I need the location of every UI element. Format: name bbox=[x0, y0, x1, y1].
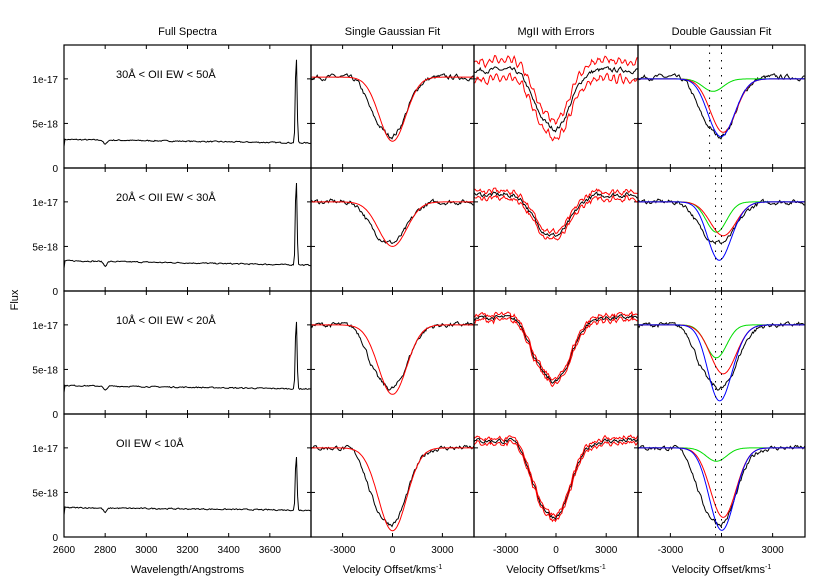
x-tick-label: -3000 bbox=[493, 545, 519, 556]
panel-frame bbox=[310, 413, 475, 538]
total-fit-line bbox=[638, 324, 805, 402]
panel-frame bbox=[473, 290, 639, 415]
panel-frame bbox=[63, 413, 312, 538]
y-tick-label: 0 bbox=[52, 410, 58, 421]
x-tick-label: 3000 bbox=[431, 545, 454, 556]
mgii-data-line bbox=[473, 66, 639, 133]
x-axis-label: Velocity Offset/kms-1 bbox=[672, 564, 772, 576]
x-tick-label: 3000 bbox=[595, 545, 618, 556]
data-spectrum-line bbox=[310, 321, 475, 391]
x-axis-label: Velocity Offset/kms-1 bbox=[343, 564, 443, 576]
x-tick-label: 3600 bbox=[259, 545, 282, 556]
mgii-data-line bbox=[473, 437, 639, 521]
y-tick-label: 5e-18 bbox=[32, 119, 58, 130]
lower-error-line bbox=[473, 316, 639, 388]
mgii-data-line bbox=[473, 191, 639, 238]
row-label: 20Å < OII EW < 30Å bbox=[116, 191, 216, 204]
panel-frame bbox=[63, 290, 312, 415]
y-tick-label: 0 bbox=[52, 164, 58, 175]
y-tick-label: 0 bbox=[52, 533, 58, 544]
panel-frame bbox=[473, 167, 639, 292]
single-gaussian-fit-line bbox=[311, 324, 474, 395]
panel-frame bbox=[637, 413, 806, 538]
data-spectrum-line bbox=[310, 73, 475, 140]
full-spectrum-line bbox=[63, 321, 312, 393]
y-tick-label: 1e-17 bbox=[32, 444, 58, 455]
x-tick-label: 2600 bbox=[53, 545, 76, 556]
column-title: MgII with Errors bbox=[517, 26, 595, 38]
total-fit-line bbox=[638, 447, 805, 531]
panel-frame bbox=[63, 167, 312, 292]
y-tick-label: 5e-18 bbox=[32, 242, 58, 253]
x-tick-label: 3200 bbox=[176, 545, 199, 556]
upper-error-line bbox=[474, 187, 639, 235]
upper-error-line bbox=[473, 310, 639, 381]
x-axis-label: Wavelength/Angstroms bbox=[131, 564, 245, 576]
full-spectrum-line bbox=[63, 456, 312, 515]
x-axis-label: Velocity Offset/kms-1 bbox=[506, 564, 606, 576]
full-spectrum-line bbox=[63, 182, 312, 269]
row-label: OII EW < 10Å bbox=[116, 437, 184, 450]
column-title: Full Spectra bbox=[158, 26, 218, 38]
y-tick-label: 5e-18 bbox=[32, 365, 58, 376]
single-gaussian-fit-line bbox=[311, 76, 474, 142]
y-tick-label: 1e-17 bbox=[32, 321, 58, 332]
row-label: 30Å < OII EW < 50Å bbox=[116, 68, 216, 81]
x-tick-label: 0 bbox=[553, 545, 559, 556]
row-label: 10Å < OII EW < 20Å bbox=[116, 314, 216, 327]
y-tick-label: 5e-18 bbox=[32, 488, 58, 499]
data-spectrum-line bbox=[637, 73, 806, 140]
y-tick-label: 1e-17 bbox=[32, 198, 58, 209]
panel-frame bbox=[310, 44, 475, 169]
total-fit-line bbox=[638, 78, 805, 138]
panel-frame bbox=[310, 290, 475, 415]
x-tick-label: 0 bbox=[390, 545, 396, 556]
panel-frame bbox=[63, 44, 312, 169]
column-title: Single Gaussian Fit bbox=[345, 26, 440, 38]
data-spectrum-line bbox=[310, 198, 475, 245]
x-tick-label: -3000 bbox=[658, 545, 684, 556]
x-tick-label: 3000 bbox=[135, 545, 158, 556]
lower-error-line bbox=[473, 72, 639, 142]
upper-error-line bbox=[473, 54, 638, 125]
x-tick-label: 3000 bbox=[761, 545, 784, 556]
upper-error-line bbox=[473, 434, 639, 519]
single-gaussian-fit-line bbox=[311, 201, 474, 247]
full-spectrum-line bbox=[63, 59, 312, 147]
x-tick-label: 2800 bbox=[94, 545, 117, 556]
y-axis-label: Flux bbox=[9, 289, 21, 310]
lower-error-line bbox=[473, 194, 639, 241]
x-tick-label: 3400 bbox=[218, 545, 241, 556]
data-spectrum-line bbox=[310, 444, 475, 528]
mgii-data-line bbox=[473, 313, 639, 384]
y-tick-label: 1e-17 bbox=[32, 75, 58, 86]
x-tick-label: -3000 bbox=[330, 545, 356, 556]
y-tick-label: 0 bbox=[52, 287, 58, 298]
column-title: Double Gaussian Fit bbox=[672, 26, 772, 38]
data-spectrum-line bbox=[637, 321, 806, 391]
panel-frame bbox=[310, 167, 475, 292]
lower-error-line bbox=[473, 439, 639, 523]
data-spectrum-line bbox=[637, 444, 806, 528]
green-component-line bbox=[638, 78, 805, 92]
single-gaussian-fit-line bbox=[311, 447, 474, 532]
x-tick-label: 0 bbox=[719, 545, 725, 556]
